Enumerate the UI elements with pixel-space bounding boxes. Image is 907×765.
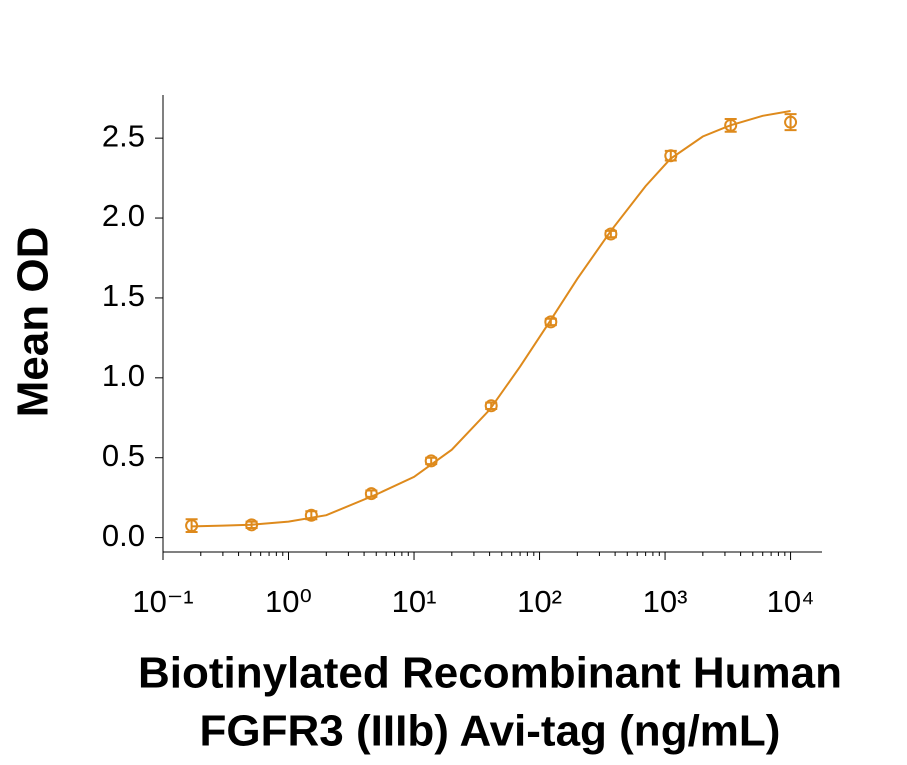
y-axis-title: Mean OD bbox=[9, 227, 58, 418]
y-tick-label: 0.5 bbox=[102, 438, 145, 473]
data-point bbox=[304, 508, 318, 522]
data-point bbox=[604, 227, 618, 241]
data-point bbox=[245, 518, 259, 532]
data-point bbox=[544, 315, 558, 329]
data-point bbox=[424, 454, 438, 468]
x-axis-title: FGFR3 (IIIb) Avi-tag (ng/mL) bbox=[200, 707, 781, 756]
data-point bbox=[364, 487, 378, 501]
data-point bbox=[185, 519, 199, 533]
x-tick-label: 10¹ bbox=[392, 584, 437, 619]
data-point bbox=[484, 399, 498, 413]
y-tick-label: 2.5 bbox=[102, 118, 145, 153]
x-axis-title: Biotinylated Recombinant Human bbox=[138, 649, 842, 698]
y-tick-label: 1.5 bbox=[102, 278, 145, 313]
x-tick-label: 10³ bbox=[643, 584, 688, 619]
x-tick-label: 10⁴ bbox=[767, 584, 815, 619]
data-point bbox=[664, 149, 678, 163]
fit-curve bbox=[191, 110, 791, 528]
y-tick-label: 1.0 bbox=[102, 358, 145, 393]
x-tick-label: 10² bbox=[517, 584, 562, 619]
y-tick-label: 2.0 bbox=[102, 198, 145, 233]
data-point bbox=[724, 118, 738, 132]
x-tick-label: 10⁰ bbox=[265, 584, 312, 619]
data-point bbox=[784, 115, 798, 129]
y-tick-label: 0.0 bbox=[102, 518, 145, 553]
x-tick-label: 10⁻¹ bbox=[132, 584, 193, 619]
